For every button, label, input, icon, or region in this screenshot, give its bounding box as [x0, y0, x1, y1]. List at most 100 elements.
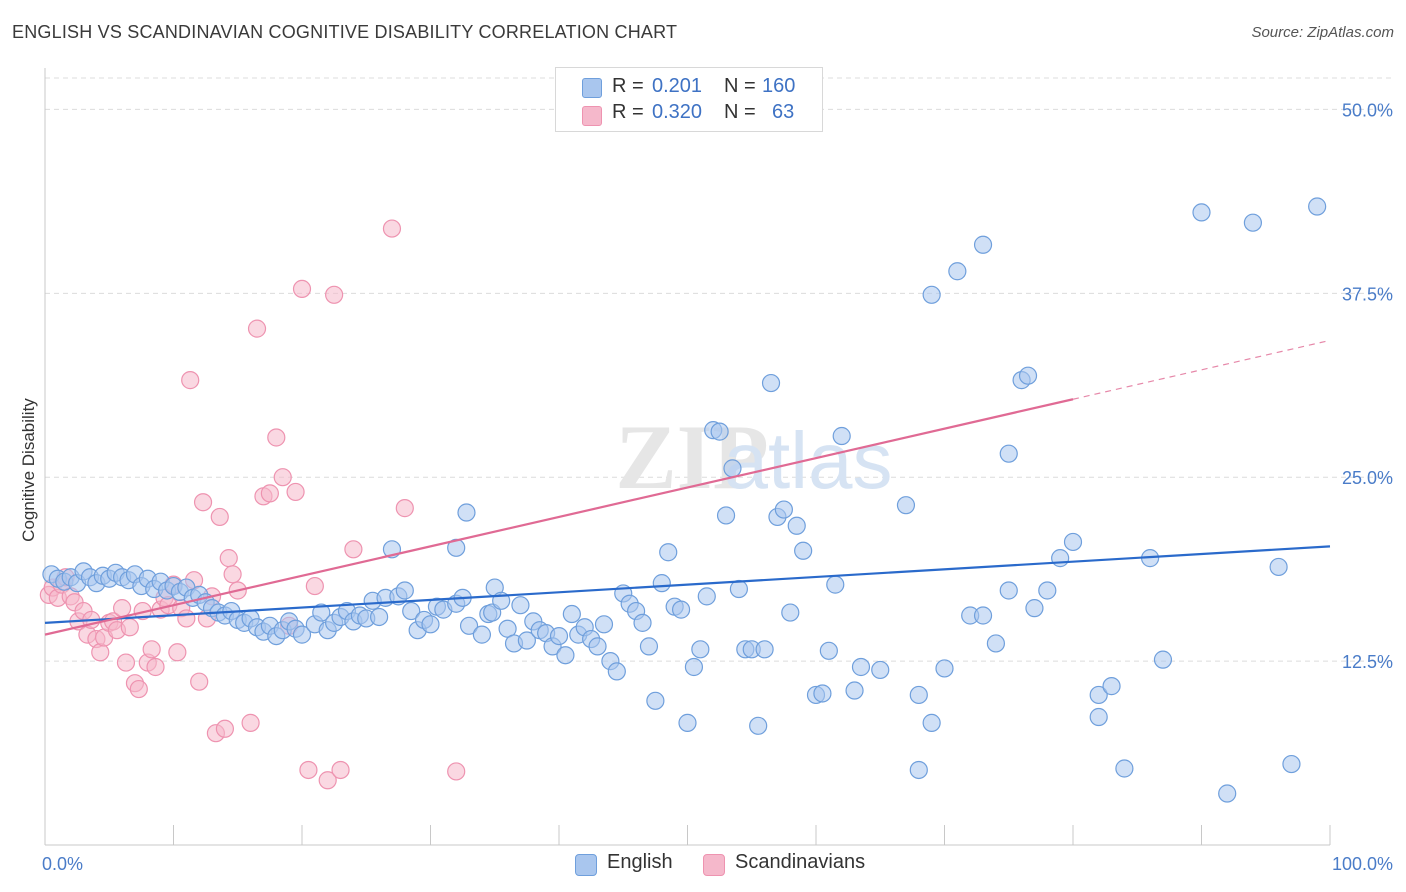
chart-title: ENGLISH VS SCANDINAVIAN COGNITIVE DISABI… — [12, 22, 678, 42]
point-english-136 — [986, 634, 1006, 653]
point-english-104 — [710, 422, 729, 441]
legend-swatch-scandinavians — [582, 106, 602, 126]
watermark: ZIP atlas — [615, 406, 892, 508]
y-tick-label-2: 37.5% — [1342, 284, 1393, 304]
point-english-114 — [774, 500, 793, 519]
point-english-141 — [1025, 599, 1044, 618]
point-scandinavians-58 — [331, 760, 350, 780]
point-english-132 — [948, 262, 967, 281]
point-scandinavians-52 — [286, 482, 305, 502]
point-english-73 — [511, 596, 530, 615]
point-english-131 — [935, 659, 954, 678]
legend-swatch-scandinavians — [703, 854, 725, 876]
point-english-80 — [556, 646, 575, 665]
point-english-153 — [1243, 213, 1263, 232]
trend-lines — [44, 339, 1331, 636]
point-english-122 — [832, 426, 851, 446]
point-english-65 — [459, 616, 479, 635]
point-english-135 — [973, 606, 993, 625]
point-english-74 — [517, 631, 536, 650]
point-english-142 — [1038, 581, 1057, 600]
point-scandinavians-42 — [219, 549, 238, 568]
point-english-154 — [1269, 557, 1288, 577]
point-english-81 — [562, 604, 581, 624]
y-tick-label-3: 50.0% — [1342, 100, 1393, 120]
point-scandinavians-50 — [273, 468, 292, 487]
point-english-137 — [999, 581, 1018, 600]
point-scandinavians-59 — [344, 540, 363, 559]
point-english-85 — [588, 637, 607, 656]
x-tick-label-0: 0.0% — [42, 854, 83, 874]
point-scandinavians-56 — [318, 771, 337, 790]
watermark-zip: ZIP — [615, 406, 768, 508]
legend-row-english: R = 0.201 N = 160 — [556, 73, 822, 101]
point-scandinavians-62 — [447, 762, 466, 781]
legend-row-scandinavians: R = 0.320 N = 63 — [556, 101, 822, 129]
point-scandinavians-17 — [112, 599, 132, 618]
point-english-110 — [749, 716, 768, 735]
point-english-99 — [678, 713, 697, 732]
point-scandinavians-60 — [382, 219, 402, 238]
point-english-105 — [716, 506, 736, 525]
point-english-156 — [1308, 197, 1327, 216]
legend-r-label: R = — [612, 101, 644, 123]
point-scandinavians-18 — [116, 653, 136, 672]
point-english-138 — [999, 444, 1018, 463]
point-english-106 — [723, 459, 742, 478]
x-tick-label-1: 100.0% — [1332, 854, 1393, 874]
point-english-86 — [594, 615, 614, 634]
gridlines — [45, 77, 1393, 662]
point-scandinavians-40 — [210, 507, 229, 527]
point-scandinavians-45 — [241, 713, 260, 732]
point-english-130 — [922, 285, 941, 304]
point-english-155 — [1282, 754, 1301, 774]
legend-r-value: 0.201 — [652, 75, 703, 97]
point-scandinavians-30 — [168, 643, 187, 662]
point-english-41 — [312, 603, 331, 622]
point-scandinavians-41 — [215, 719, 234, 738]
point-english-116 — [787, 516, 806, 535]
axes — [44, 68, 1331, 846]
trend-scandinavians — [44, 398, 1074, 636]
legend-r-value: 0.320 — [652, 101, 703, 123]
point-english-107 — [729, 579, 749, 599]
legend-r-label: R = — [612, 75, 644, 97]
point-english-64 — [457, 503, 476, 522]
point-english-150 — [1153, 650, 1173, 669]
point-english-134 — [973, 235, 993, 254]
point-english-88 — [607, 662, 626, 681]
point-english-124 — [851, 657, 871, 677]
point-english-79 — [549, 626, 569, 646]
point-english-120 — [819, 641, 838, 660]
source-label: Source: ZipAtlas.com — [1251, 24, 1394, 41]
y-tick-label-0: 12.5% — [1342, 652, 1393, 672]
point-english-98 — [671, 600, 691, 619]
point-english-55 — [402, 601, 421, 621]
point-english-50 — [370, 607, 389, 627]
point-scandinavians-24 — [142, 640, 161, 659]
point-english-127 — [909, 685, 928, 705]
point-english-145 — [1089, 707, 1108, 727]
legend-n-value: 63 — [772, 101, 795, 123]
point-english-148 — [1115, 759, 1134, 778]
legend-label-scandinavians: Scandinavians — [735, 851, 866, 873]
point-english-123 — [845, 681, 864, 700]
point-english-140 — [1018, 366, 1038, 385]
legend-n-label: N = — [724, 75, 756, 97]
point-scandinavians-54 — [299, 760, 318, 780]
point-english-58 — [421, 615, 440, 634]
point-english-66 — [472, 625, 491, 644]
point-english-54 — [395, 581, 414, 600]
point-english-121 — [826, 575, 845, 594]
point-english-102 — [697, 587, 716, 606]
point-english-129 — [922, 713, 941, 732]
legend-n-label: N = — [724, 101, 756, 123]
point-english-146 — [1089, 685, 1108, 705]
point-english-151 — [1192, 203, 1211, 222]
series-scandinavians — [39, 219, 466, 790]
point-english-111 — [755, 640, 774, 659]
point-scandinavians-49 — [267, 428, 286, 447]
point-english-95 — [652, 574, 671, 593]
legend-swatch-english — [575, 854, 597, 876]
